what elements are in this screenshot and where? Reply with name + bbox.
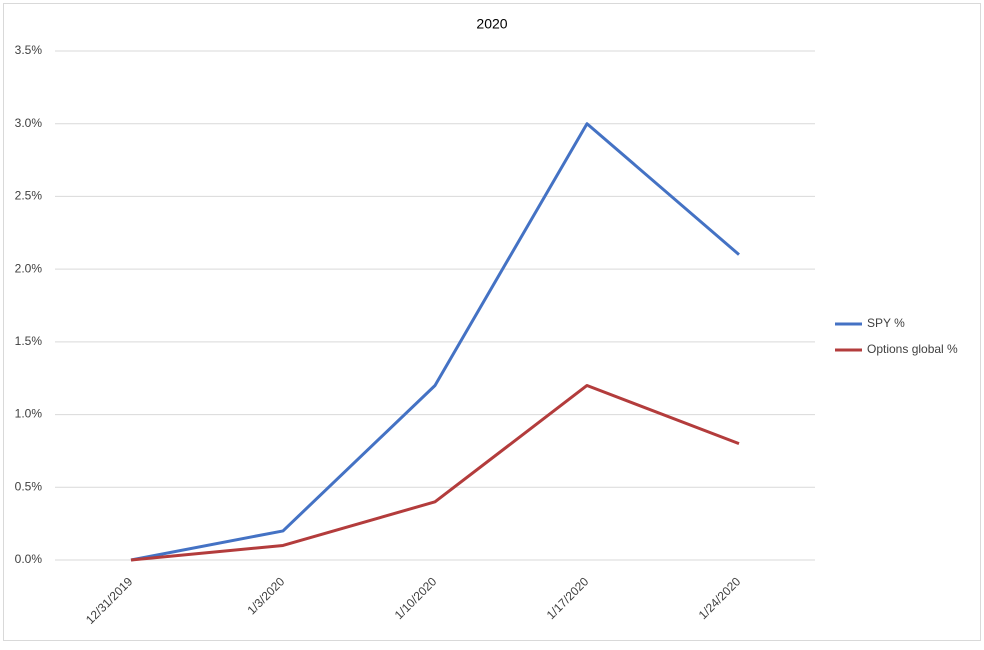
y-tick-label: 1.5% xyxy=(15,334,43,348)
line-series xyxy=(130,122,740,562)
legend-label: SPY % xyxy=(867,316,905,330)
y-tick-label: 2.5% xyxy=(15,189,43,203)
y-tick-label: 3.5% xyxy=(15,43,43,57)
line-series xyxy=(130,383,740,562)
chart-border xyxy=(3,3,981,641)
y-tick-label: 0.0% xyxy=(15,552,43,566)
y-tick-label: 1.0% xyxy=(15,407,43,421)
chart-title: 2020 xyxy=(476,16,507,32)
y-tick-label: 2.0% xyxy=(15,261,43,275)
y-tick-label: 3.0% xyxy=(15,116,43,130)
legend-label: Options global % xyxy=(867,342,958,356)
y-tick-label: 0.5% xyxy=(15,479,43,493)
